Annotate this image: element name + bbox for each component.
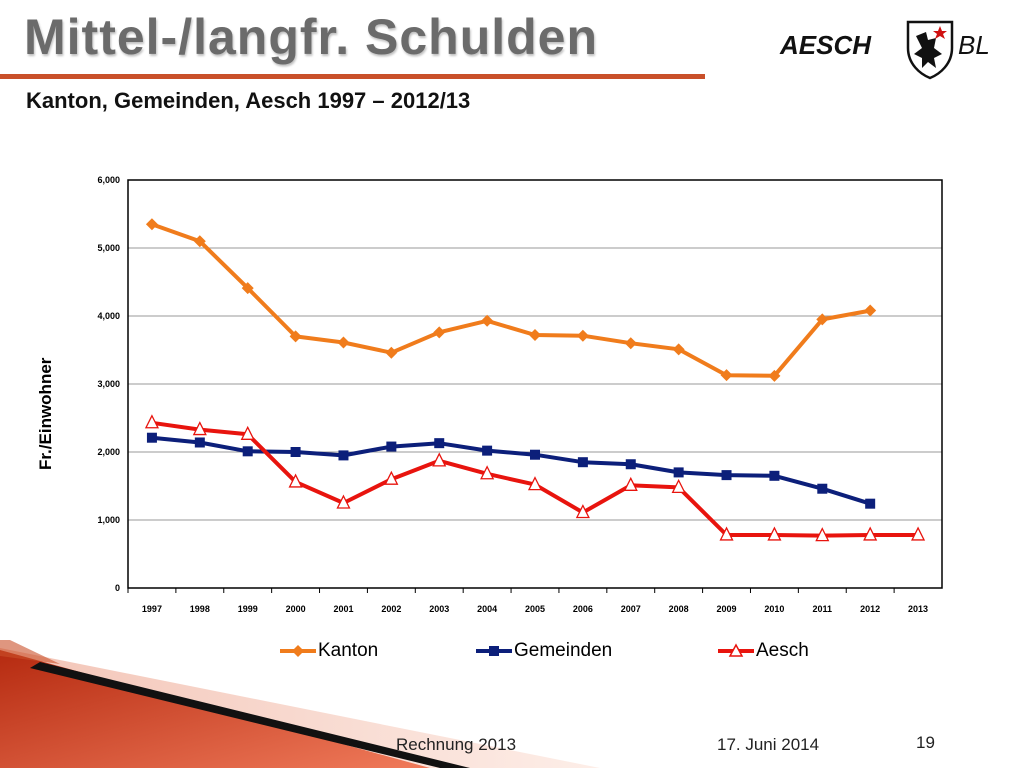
legend-kanton-marker <box>280 645 316 657</box>
data-point-aesch <box>815 527 830 542</box>
x-tick-label: 2007 <box>621 604 641 614</box>
data-point-kanton <box>337 336 350 349</box>
y-tick-label: 6,000 <box>97 175 120 185</box>
x-tick-label: 2003 <box>429 604 449 614</box>
x-tick-label: 2000 <box>286 604 306 614</box>
y-tick-label: 2,000 <box>97 447 120 457</box>
data-point-gemeinden <box>146 432 157 443</box>
x-tick-label: 2013 <box>908 604 928 614</box>
x-tick-label: 2006 <box>573 604 593 614</box>
legend-aesch-label: Aesch <box>756 640 809 661</box>
data-point-kanton <box>193 235 206 248</box>
data-point-gemeinden <box>625 459 636 470</box>
x-tick-label: 2009 <box>717 604 737 614</box>
data-point-gemeinden <box>290 447 301 457</box>
data-point-aesch <box>719 526 734 541</box>
data-point-aesch <box>432 452 447 467</box>
data-point-gemeinden <box>817 483 828 494</box>
legend-item-kanton: Kanton <box>280 640 378 662</box>
data-point-aesch <box>480 465 495 480</box>
decorative-swoosh <box>0 640 600 768</box>
data-point-aesch <box>767 526 782 541</box>
x-tick-label: 2010 <box>764 604 784 614</box>
data-point-kanton <box>864 304 877 317</box>
data-point-kanton <box>768 369 781 382</box>
x-tick-label: 1997 <box>142 604 162 614</box>
y-tick-label: 5,000 <box>97 243 120 253</box>
slide-title: Mittel-/langfr. Schulden <box>24 9 599 65</box>
data-point-kanton <box>481 314 494 327</box>
data-point-gemeinden <box>530 449 540 460</box>
plot-frame <box>127 179 943 589</box>
series-line-kanton <box>151 222 871 378</box>
data-point-kanton <box>145 218 158 231</box>
data-point-aesch <box>527 476 543 491</box>
data-point-kanton <box>720 369 733 382</box>
data-point-kanton <box>576 329 589 342</box>
x-tick-label: 2012 <box>860 604 880 614</box>
data-point-gemeinden <box>721 470 732 481</box>
x-tick-label: 2008 <box>669 604 689 614</box>
data-point-aesch <box>384 470 399 485</box>
data-point-kanton <box>385 346 398 359</box>
y-tick-label: 3,000 <box>97 379 120 389</box>
data-point-aesch <box>575 504 590 519</box>
legend-aesch-marker <box>718 643 754 657</box>
y-tick-label: 1,000 <box>97 515 120 525</box>
data-point-gemeinden <box>434 438 445 449</box>
page-number: 19 <box>916 733 935 752</box>
x-tick-label: 2011 <box>813 604 833 614</box>
data-point-aesch <box>240 425 255 440</box>
y-axis-label: Fr./Einwohner <box>36 357 55 470</box>
data-point-aesch <box>911 526 926 541</box>
data-point-aesch <box>144 414 159 429</box>
x-tick-label: 2002 <box>381 604 401 614</box>
data-point-kanton <box>624 337 637 350</box>
logo-region: BL <box>958 30 990 60</box>
data-point-kanton <box>672 343 685 356</box>
data-point-gemeinden <box>386 441 397 452</box>
x-tick-label: 1998 <box>190 604 210 614</box>
footer-date: 17. Juni 2014 <box>717 735 820 754</box>
legend-item-aesch: Aesch <box>718 640 809 662</box>
x-tick-label: 1999 <box>238 604 258 614</box>
legend-gemeinden-label: Gemeinden <box>514 640 613 661</box>
x-tick-label: 2004 <box>477 604 497 614</box>
data-point-kanton <box>433 326 446 339</box>
data-point-gemeinden <box>865 498 876 509</box>
data-point-kanton <box>816 313 829 326</box>
footer-title: Rechnung 2013 <box>396 735 517 754</box>
data-point-aesch <box>192 421 207 436</box>
data-point-gemeinden <box>673 467 684 478</box>
data-point-aesch <box>288 473 303 488</box>
data-point-aesch <box>671 478 686 494</box>
data-point-kanton <box>529 329 541 342</box>
data-point-aesch <box>336 494 351 509</box>
data-point-gemeinden <box>769 470 780 481</box>
aesch-logo: AESCH BL <box>780 16 1010 86</box>
data-point-gemeinden <box>194 437 205 448</box>
data-point-gemeinden <box>242 446 253 457</box>
data-point-gemeinden <box>482 445 493 456</box>
title-underline <box>0 74 705 79</box>
data-point-gemeinden <box>577 457 588 468</box>
legend-kanton-label: Kanton <box>318 640 379 661</box>
coat-of-arms-icon <box>906 20 954 80</box>
slide-subtitle: Kanton, Gemeinden, Aesch 1997 – 2012/13 <box>26 88 471 113</box>
x-tick-label: 2005 <box>525 604 545 614</box>
legend-gemeinden-marker <box>476 646 512 656</box>
y-tick-label: 0 <box>115 583 120 593</box>
data-point-aesch <box>623 476 638 491</box>
data-point-kanton <box>241 282 254 295</box>
data-point-aesch <box>863 526 878 541</box>
logo-text: AESCH <box>780 30 872 60</box>
debt-line-chart: 0 1,000 2,000 3,000 4,000 5,000 6,000 1997 1998 1… <box>97 175 943 614</box>
y-tick-label: 4,000 <box>97 311 120 321</box>
series-line-gemeinden <box>151 435 871 506</box>
x-tick-label: 2001 <box>333 604 353 614</box>
data-point-kanton <box>289 330 302 343</box>
data-point-gemeinden <box>338 450 349 461</box>
legend-item-gemeinden: Gemeinden <box>476 640 612 662</box>
